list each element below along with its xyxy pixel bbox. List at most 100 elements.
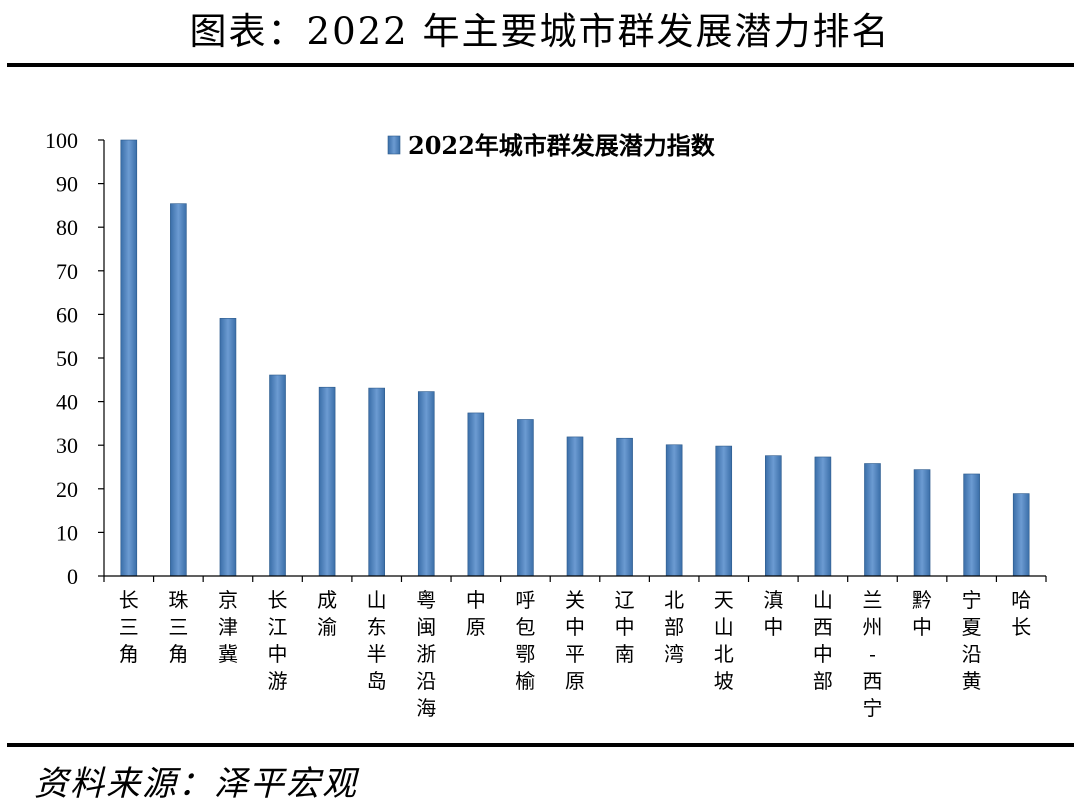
x-category-char: 中 [466, 588, 486, 612]
bar [814, 456, 832, 577]
x-category-char: 包 [515, 615, 535, 639]
x-category-char: 成 [317, 588, 337, 612]
x-category-char: 山 [714, 615, 734, 639]
x-category-char: 中 [565, 615, 585, 639]
x-category-char: 三 [168, 615, 188, 639]
bar-group [120, 139, 1030, 577]
x-category-char: 南 [615, 642, 635, 666]
bar [864, 463, 881, 577]
x-category-char: 东 [367, 615, 387, 639]
x-category-char: 湾 [664, 642, 684, 666]
x-category-char: 长 [1011, 615, 1031, 639]
x-category-label: 哈长 [1011, 588, 1031, 639]
x-category-label: 关中平原 [565, 588, 585, 693]
x-category-char: 西 [813, 615, 833, 639]
x-category-label: 中原 [466, 588, 486, 639]
bar [517, 419, 534, 577]
x-category-label: 黔中 [912, 588, 932, 639]
y-tick-label: 100 [45, 128, 78, 153]
bar [467, 412, 485, 577]
x-category-char: 哈 [1011, 588, 1031, 612]
x-category-char: 冀 [218, 642, 238, 666]
x-axis: 长三角珠三角京津冀长江中游成渝山东半岛粤闽浙沿海中原呼包鄂榆关中平原辽中南北部湾… [103, 575, 1047, 720]
x-category-char: - [869, 642, 876, 666]
x-category-char: 浙 [416, 642, 436, 666]
top-divider [7, 63, 1074, 67]
y-tick-label: 90 [56, 172, 78, 197]
y-tick-label: 50 [56, 346, 78, 371]
x-category-char: 西 [862, 669, 882, 693]
x-category-label: 粤闽浙沿海 [416, 588, 436, 720]
y-tick-label: 40 [56, 390, 78, 415]
x-category-char: 原 [565, 669, 585, 693]
x-category-char: 辽 [615, 588, 635, 612]
x-category-char: 原 [466, 615, 486, 639]
x-category-char: 中 [615, 615, 635, 639]
x-category-char: 天 [714, 588, 734, 612]
x-category-char: 长 [119, 588, 139, 612]
x-category-char: 州 [862, 615, 882, 639]
x-category-char: 山 [367, 588, 387, 612]
x-category-char: 海 [416, 696, 436, 720]
x-category-char: 部 [664, 615, 684, 639]
y-axis: 0 10 20 30 40 50 60 70 80 90 100 [45, 128, 105, 589]
x-category-label: 京津冀 [218, 588, 238, 666]
x-category-char: 渝 [317, 615, 337, 639]
bar [120, 139, 138, 577]
x-category-char: 中 [268, 642, 288, 666]
x-category-char: 呼 [515, 588, 535, 612]
x-category-char: 京 [218, 588, 238, 612]
x-category-char: 津 [218, 615, 238, 639]
x-category-char: 北 [714, 642, 734, 666]
legend-label: 2022年城市群发展潜力指数 [408, 131, 716, 160]
x-category-label: 宁夏沿黄 [962, 588, 982, 693]
x-category-char: 闽 [416, 615, 436, 639]
x-category-label: 长江中游 [268, 588, 288, 693]
x-category-char: 宁 [862, 696, 882, 720]
x-category-char: 游 [268, 669, 288, 693]
bar [665, 444, 683, 577]
x-category-char: 粤 [416, 588, 436, 612]
y-tick-label: 0 [67, 564, 78, 589]
x-category-char: 坡 [714, 669, 734, 693]
x-category-char: 长 [268, 588, 288, 612]
x-category-label: 辽中南 [615, 588, 635, 666]
x-category-char: 沿 [962, 642, 982, 666]
bar [417, 391, 435, 577]
bar [368, 387, 385, 577]
x-category-char: 关 [565, 588, 585, 612]
bar [765, 455, 782, 577]
x-category-char: 沿 [416, 669, 436, 693]
x-category-label: 山东半岛 [367, 588, 387, 693]
x-category-char: 江 [268, 615, 288, 639]
x-category-char: 中 [763, 615, 783, 639]
bar [566, 436, 584, 577]
x-category-char: 角 [168, 642, 188, 666]
x-category-label: 滇中 [763, 588, 783, 639]
x-category-char: 中 [912, 615, 932, 639]
legend-swatch [387, 135, 401, 155]
x-category-char: 中 [813, 642, 833, 666]
x-category-char: 岛 [367, 669, 387, 693]
x-category-char: 角 [119, 642, 139, 666]
x-category-char: 兰 [862, 588, 882, 612]
y-tick-label: 10 [56, 520, 78, 545]
y-tick-label: 80 [56, 215, 78, 240]
bar [170, 203, 187, 577]
y-tick-label: 20 [56, 477, 78, 502]
x-category-label: 山西中部 [813, 588, 833, 693]
x-category-char: 部 [813, 669, 833, 693]
bar [219, 318, 237, 577]
bar [269, 374, 286, 577]
x-category-char: 北 [664, 588, 684, 612]
bar [963, 473, 980, 577]
x-category-char: 鄂 [515, 642, 535, 666]
x-category-char: 滇 [763, 588, 783, 612]
x-category-char: 夏 [962, 615, 982, 639]
x-category-label: 成渝 [317, 588, 337, 639]
x-category-char: 山 [813, 588, 833, 612]
y-tick-label: 70 [56, 259, 78, 284]
bar [715, 445, 733, 577]
x-category-char: 宁 [962, 588, 982, 612]
